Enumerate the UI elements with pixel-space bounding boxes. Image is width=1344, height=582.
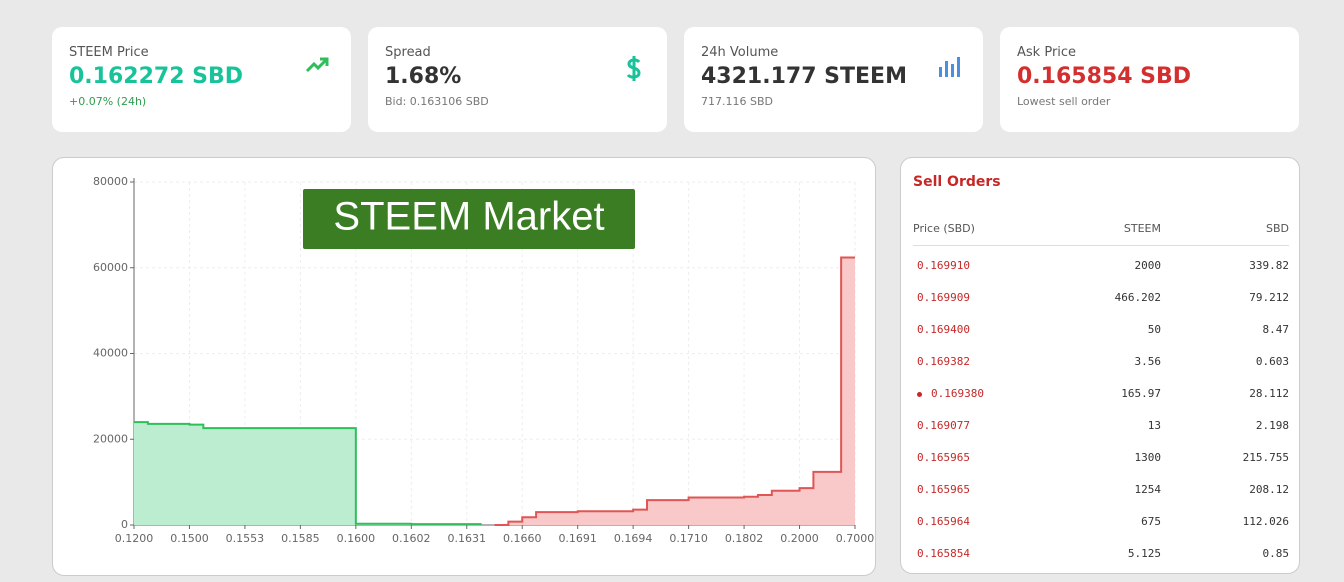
order-row: 0.169382 3.56 0.603: [913, 352, 1289, 372]
x-tick-label: 0.2000: [780, 532, 819, 545]
x-tick-label: 0.1802: [725, 532, 764, 545]
row-marker: [917, 392, 922, 397]
order-cell: 0.169382: [917, 355, 970, 368]
order-cell: 1254: [1134, 483, 1162, 496]
order-row: 0.169910 2000 339.82: [913, 256, 1289, 276]
order-cell: 0.165964: [917, 515, 970, 528]
order-row: 0.169380 165.97 28.112: [913, 384, 1289, 404]
order-cell: 2000: [1134, 259, 1162, 272]
order-cell: 0.603: [1255, 355, 1289, 368]
order-row: 0.165964 675 112.026: [913, 512, 1289, 532]
x-tick-label: 0.1500: [170, 532, 209, 545]
order-cell: 112.026: [1242, 515, 1289, 528]
chart-title: STEEM Market: [333, 195, 604, 239]
x-tick-label: 0.1631: [448, 532, 487, 545]
stat-card: Spread 1.68% Bid: 0.163106 SBD: [368, 27, 667, 132]
order-cell: 28.112: [1249, 387, 1289, 400]
order-cell: 466.202: [1114, 291, 1161, 304]
order-row: 0.165965 1300 215.755: [913, 448, 1289, 468]
card-label: STEEM Price: [69, 45, 149, 60]
depth-area: [494, 257, 855, 525]
card-sub: Lowest sell order: [1017, 95, 1111, 108]
column-header: SBD: [1266, 222, 1289, 235]
order-cell: 215.755: [1242, 451, 1289, 464]
stat-card: 24h Volume 4321.177 STEEM 717.116 SBD: [684, 27, 983, 132]
x-tick-label: 0.1600: [337, 532, 376, 545]
order-cell: 1300: [1134, 451, 1162, 464]
x-tick-label: 0.1585: [281, 532, 320, 545]
title-box: [303, 189, 635, 249]
orders-title: Sell Orders: [913, 174, 1001, 190]
card-value: 4321.177 STEEM: [701, 64, 907, 89]
order-cell: 0.169380: [931, 387, 984, 400]
x-tick-label: 0.1602: [392, 532, 431, 545]
x-tick-label: 0.1694: [614, 532, 653, 545]
order-row: 0.165965 1254 208.12: [913, 480, 1289, 500]
order-cell: 0.169909: [917, 291, 970, 304]
order-cell: 675: [1141, 515, 1161, 528]
card-icon: [626, 56, 641, 81]
order-cell: 0.169077: [917, 419, 970, 432]
card-value: 0.165854 SBD: [1017, 64, 1192, 89]
order-cell: 0.169910: [917, 259, 970, 272]
y-tick-label: 80000: [93, 175, 128, 188]
order-cell: 8.47: [1262, 323, 1290, 336]
x-tick-label: 0.1710: [669, 532, 708, 545]
sell-orders-panel: Sell Orders Price (SBD) STEEM SBD 0.169910 20…: [900, 157, 1300, 574]
card-sub: 717.116 SBD: [701, 95, 773, 108]
order-row: 0.169077 13 2.198: [913, 416, 1289, 436]
order-cell: 0.85: [1262, 547, 1290, 560]
chart: 0 20000 40000 60000 80000 0.1200 0.1500 0.1553 0…: [93, 175, 875, 545]
order-cell: 79.212: [1249, 291, 1289, 304]
depth-line: [134, 421, 482, 526]
column-header: Price (SBD): [913, 222, 975, 235]
card-label: Ask Price: [1017, 45, 1077, 60]
card-icon: [939, 57, 960, 77]
order-cell: 208.12: [1249, 483, 1289, 496]
depth-area: [134, 422, 481, 525]
order-cell: 2.198: [1255, 419, 1289, 432]
order-cell: 3.56: [1134, 355, 1162, 368]
card-value: 1.68%: [385, 64, 462, 89]
column-header: STEEM: [1123, 222, 1161, 235]
order-row: 0.165854 5.125 0.85: [913, 544, 1289, 564]
order-cell: 50: [1147, 323, 1161, 336]
y-tick-label: 60000: [93, 261, 128, 274]
order-cell: 0.169400: [917, 323, 970, 336]
card-sub: Bid: 0.163106 SBD: [385, 95, 489, 108]
order-row: 0.169909 466.202 79.212: [913, 288, 1289, 308]
order-row: 0.169400 50 8.47: [913, 320, 1289, 340]
orders-header: Price (SBD) STEEM SBD: [913, 219, 1289, 246]
order-cell: 13: [1147, 419, 1161, 432]
card-value: 0.162272 SBD: [69, 64, 244, 89]
x-tick-label: 0.1660: [503, 532, 542, 545]
x-tick-label: 0.1200: [115, 532, 154, 545]
order-cell: 0.165965: [917, 483, 970, 496]
y-tick-label: 40000: [93, 347, 128, 360]
stat-card: Ask Price 0.165854 SBD Lowest sell order: [1000, 27, 1299, 132]
stat-card: STEEM Price 0.162272 SBD +0.07% (24h): [52, 27, 351, 132]
card-label: Spread: [385, 45, 431, 60]
chart-panel: 0 20000 40000 60000 80000 0.1200 0.1500 0.1553 0…: [52, 157, 876, 576]
order-cell: 339.82: [1249, 259, 1289, 272]
x-tick-label: 0.1553: [226, 532, 265, 545]
order-cell: 0.165965: [917, 451, 970, 464]
card-label: 24h Volume: [701, 45, 779, 60]
depth-line: [494, 256, 855, 526]
x-tick-label: 0.7000: [836, 532, 875, 545]
x-tick-label: 0.1691: [558, 532, 597, 545]
order-cell: 0.165854: [917, 547, 970, 560]
y-tick-label: 0: [121, 518, 128, 531]
card-sub: +0.07% (24h): [69, 95, 147, 108]
order-cell: 165.97: [1121, 387, 1161, 400]
y-tick-label: 20000: [93, 432, 128, 445]
card-icon: [305, 57, 329, 73]
order-cell: 5.125: [1127, 547, 1161, 560]
